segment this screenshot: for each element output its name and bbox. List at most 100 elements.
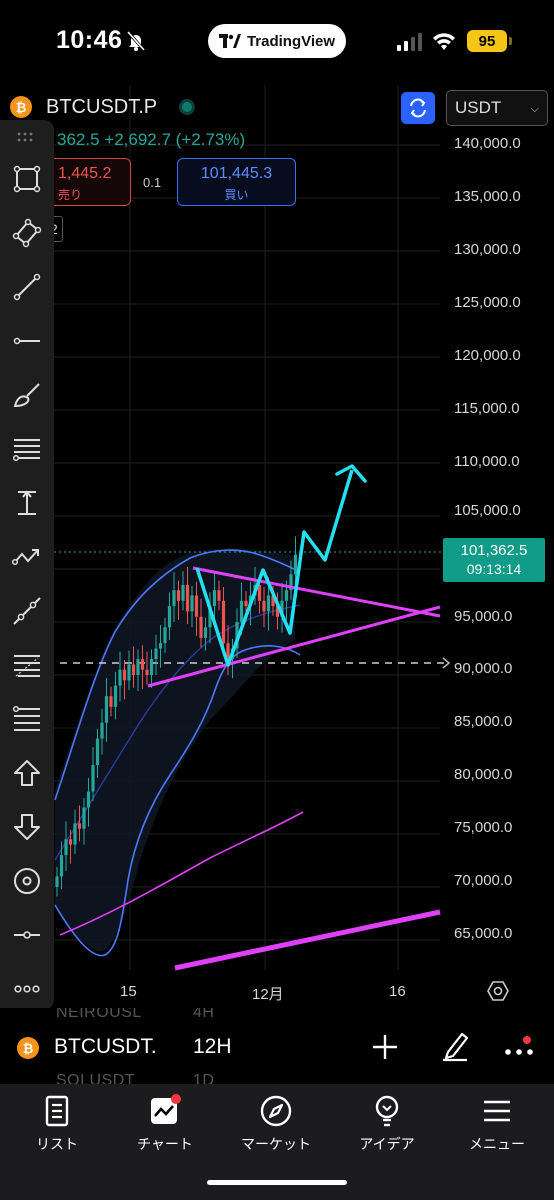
symbol-picker[interactable]: BTCUSDT. [54, 1035, 157, 1058]
brush-icon [13, 383, 40, 408]
level-marker-icon [442, 657, 451, 669]
trend-line-tool[interactable] [8, 268, 46, 306]
rotated-rectangle-tool[interactable] [8, 214, 46, 252]
rectangle-tool[interactable] [8, 160, 46, 198]
candle-body [226, 643, 230, 660]
price-axis-label: 95,000.0 [454, 608, 513, 625]
candle-body [167, 606, 172, 628]
chart-settings-icon[interactable] [487, 980, 509, 1002]
lightbulb-icon [375, 1095, 399, 1127]
candle-body [199, 616, 203, 638]
sync-button[interactable] [401, 92, 435, 124]
candle-body [118, 669, 122, 686]
bar-countdown: 09:13:14 [466, 561, 522, 577]
battery-indicator: 95 [467, 30, 512, 52]
forecast-tool[interactable] [8, 538, 46, 576]
short-position-tool[interactable] [8, 808, 46, 846]
fib-retracement-icon [14, 655, 40, 677]
sell-label: 売り [58, 188, 83, 202]
price-axis-label: 65,000.0 [454, 925, 513, 942]
candle-body [163, 627, 167, 644]
time-axis-label: 15 [120, 983, 137, 1000]
nav-label: チャート [137, 1136, 193, 1152]
price-chart[interactable] [0, 0, 554, 1010]
more-tools-button[interactable] [8, 970, 46, 1008]
candle-body [140, 659, 145, 670]
buy-price: 101,445.3 [200, 165, 273, 182]
candle-body [194, 595, 199, 617]
sell-button[interactable]: 1,445.2 売り [45, 158, 131, 206]
candle-body [284, 590, 289, 601]
last-price-tag: 101,362.5 09:13:14 [443, 538, 545, 582]
price-range-tool[interactable] [8, 484, 46, 522]
chevron-down-icon: ⌵ [530, 103, 539, 115]
projection-path [195, 469, 354, 667]
fib-retracement-tool[interactable] [8, 646, 46, 684]
buy-button[interactable]: 101,445.3 買い [177, 158, 296, 206]
candle-body [217, 590, 221, 601]
fib-extension-icon [12, 705, 40, 731]
price-axis-label: 75,000.0 [454, 819, 513, 836]
extended-line-icon [13, 597, 41, 625]
nav-item-list[interactable]: リスト [2, 1094, 112, 1154]
currency-select[interactable]: USDT ⌵ [446, 90, 548, 126]
fib-extension-tool[interactable] [8, 700, 46, 738]
nav-item-menu[interactable]: メニュー [442, 1094, 552, 1154]
last-price-tag-value: 101,362.5 [460, 542, 528, 559]
horizontal-ray-tool[interactable] [8, 322, 46, 360]
drawing-pen-icon[interactable] [440, 1030, 470, 1062]
candle-body [244, 600, 248, 607]
candle-body [55, 876, 59, 887]
nav-item-market[interactable]: マーケット [221, 1094, 331, 1154]
long-position-tool[interactable] [8, 754, 46, 792]
bollinger-upper [54, 549, 301, 801]
parallel-channel-tool[interactable] [8, 430, 46, 468]
add-icon[interactable] [370, 1032, 400, 1062]
candle-body [266, 595, 271, 612]
rectangle-icon [13, 165, 41, 193]
cross-line-tool[interactable] [8, 916, 46, 954]
price-axis-label: 70,000.0 [454, 872, 513, 889]
more-options-icon[interactable] [503, 1036, 537, 1064]
chart-symbol-row[interactable]: ₿ BTCUSDT.P [10, 92, 196, 122]
interval-picker[interactable]: 12H [193, 1035, 232, 1058]
tradingview-pill[interactable]: TradingView [208, 24, 346, 58]
candle-body [149, 659, 154, 675]
wifi-icon [433, 33, 455, 50]
nav-label: リスト [36, 1136, 78, 1152]
symbol-bar: NEIROUSL 4H SOLUSDT 1D ₿ BTCUSDT. 12H [0, 1008, 554, 1084]
nav-item-ideas[interactable]: アイデア [332, 1094, 442, 1154]
zigzag-arrow-icon [12, 549, 39, 566]
chart-symbol-name[interactable]: BTCUSDT.P [46, 95, 158, 118]
candle-body [235, 622, 239, 649]
magnet-tool[interactable] [8, 862, 46, 900]
candle-body [82, 807, 86, 829]
buy-label: 買い [224, 188, 249, 202]
candle-body [262, 600, 266, 612]
projection-arrow-head-icon [335, 464, 367, 483]
candle-body [176, 590, 181, 601]
price-axis-label: 130,000.0 [454, 241, 521, 258]
candle-body [212, 590, 217, 607]
candle-body [109, 696, 113, 707]
price-axis-label: 140,000.0 [454, 135, 521, 152]
price-axis-label: 135,000.0 [454, 188, 521, 205]
extended-line-tool[interactable] [8, 592, 46, 630]
drag-handle-icon[interactable] [17, 132, 37, 142]
candle-body [185, 584, 190, 612]
ghost-interval-bottom: 1D [193, 1072, 215, 1084]
candle-body [77, 823, 82, 829]
price-change-info: 362.5 +2,692.7 (+2.73%) [57, 130, 245, 150]
price-axis-label: 90,000.0 [454, 660, 513, 677]
candle-body [136, 659, 140, 675]
candle-body [239, 600, 244, 622]
triangle-upper-trendline [192, 566, 441, 618]
candle-body [208, 606, 212, 628]
candle-body [95, 738, 100, 766]
status-time: 10:46 [56, 26, 123, 54]
nav-label: メニュー [469, 1136, 525, 1152]
nav-item-chart[interactable]: チャート [110, 1094, 220, 1154]
target-circle-icon [14, 868, 40, 894]
triangle-lower-trendline [147, 605, 441, 688]
brush-tool[interactable] [8, 376, 46, 414]
